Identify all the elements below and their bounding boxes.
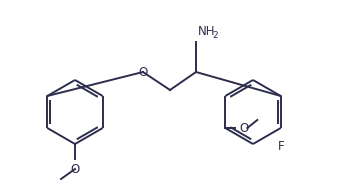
Text: O: O (70, 163, 80, 176)
Text: 2: 2 (212, 31, 218, 40)
Text: NH: NH (198, 25, 215, 38)
Text: F: F (277, 140, 284, 153)
Text: O: O (138, 65, 148, 79)
Text: O: O (239, 122, 249, 135)
